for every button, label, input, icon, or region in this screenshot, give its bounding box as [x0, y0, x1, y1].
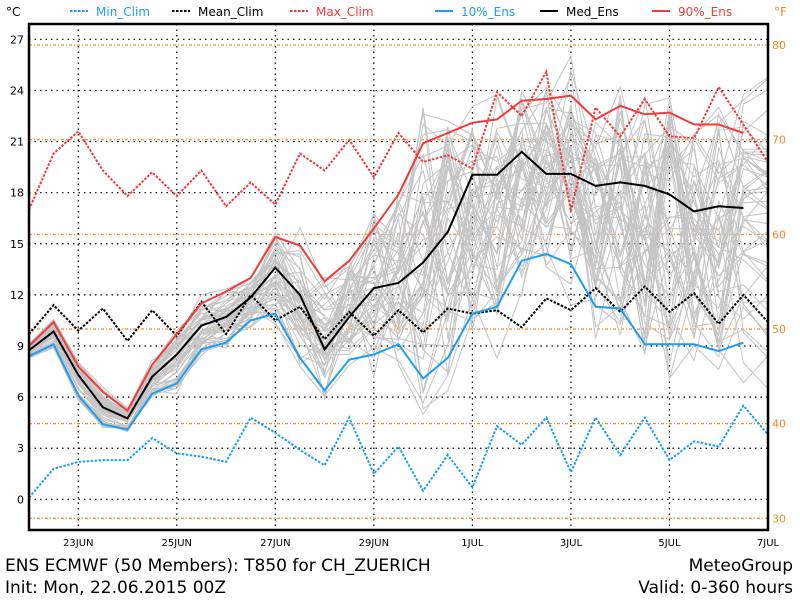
- y-tick-label: 0: [17, 493, 24, 506]
- series-line-mean-clim: [28, 284, 769, 343]
- y-tick-label: 6: [17, 391, 24, 404]
- y-tick-label: 9: [17, 340, 24, 353]
- valid-label: Valid: 0-360 hours: [638, 578, 793, 598]
- ensemble-member-line: [28, 158, 769, 429]
- series-line-min-clim: [28, 403, 769, 499]
- ensemble-member-line: [28, 101, 769, 418]
- series-line-10-ens: [28, 252, 744, 431]
- chart-title: ENS ECMWF (50 Members): T850 for CH_ZUER…: [5, 556, 431, 576]
- ensemble-member-line: [28, 135, 769, 430]
- legend: Min_Clim Mean_Clim Max_Clim 10%_Ens Med_Ens 9…: [70, 5, 732, 19]
- y-unit-right: °F: [774, 5, 787, 19]
- y-tick-label: 18: [10, 187, 24, 200]
- legend-label: 90%_Ens: [678, 5, 732, 19]
- y-tick-label-fahrenheit: 70: [772, 134, 786, 147]
- series-line-med-ens: [28, 150, 744, 420]
- y-tick-label: 27: [10, 33, 24, 46]
- series-lines: [28, 68, 769, 499]
- legend-label: Mean_Clim: [198, 5, 263, 19]
- legend-label: 10%_Ens: [461, 5, 515, 19]
- legend-label: Med_Ens: [566, 5, 619, 19]
- x-tick-label: 29JUN: [359, 538, 389, 549]
- y-tick-label: 24: [10, 84, 24, 97]
- y-tick-label: 3: [17, 442, 24, 455]
- series-line-90-ens: [28, 94, 744, 413]
- plot-frame: [27, 22, 770, 532]
- y-tick-label-fahrenheit: 30: [772, 512, 786, 525]
- x-tick-label: 27JUN: [260, 538, 290, 549]
- series-line-max-clim: [28, 68, 769, 212]
- x-tick-label: 1JUL: [461, 538, 484, 549]
- y-tick-label-fahrenheit: 40: [772, 418, 786, 431]
- y-tick-label: 21: [10, 136, 24, 149]
- x-tick-label: 3JUL: [560, 538, 583, 549]
- x-tick-label: 23JUN: [63, 538, 93, 549]
- x-tick-label: 7JUL: [757, 538, 780, 549]
- brand-label: MeteoGroup: [689, 556, 793, 576]
- y-unit-left: °C: [6, 5, 20, 19]
- ensemble-member-line: [28, 124, 769, 423]
- x-tick-label: 25JUN: [162, 538, 192, 549]
- init-label: Init: Mon, 22.06.2015 00Z: [5, 578, 226, 598]
- ensemble-member-line: [28, 85, 769, 414]
- y-tick-label: 12: [10, 289, 24, 302]
- x-tick-label: 5JUL: [658, 538, 681, 549]
- legend-label: Max_Clim: [316, 5, 374, 19]
- ensemble-member-line: [28, 122, 769, 423]
- ensemble-member-line: [28, 127, 769, 422]
- y-tick-label-fahrenheit: 50: [772, 323, 786, 336]
- y-tick-label-fahrenheit: 60: [772, 228, 786, 241]
- ensemble-member-line: [28, 95, 769, 416]
- legend-label: Min_Clim: [96, 5, 150, 19]
- y-tick-label: 15: [10, 238, 24, 251]
- axes: 0 3 6 9 12 15 18 21 24 27 30 40 50 60 70 80 23JUN 25JUN 27…: [10, 33, 786, 549]
- y-tick-label-fahrenheit: 80: [772, 39, 786, 52]
